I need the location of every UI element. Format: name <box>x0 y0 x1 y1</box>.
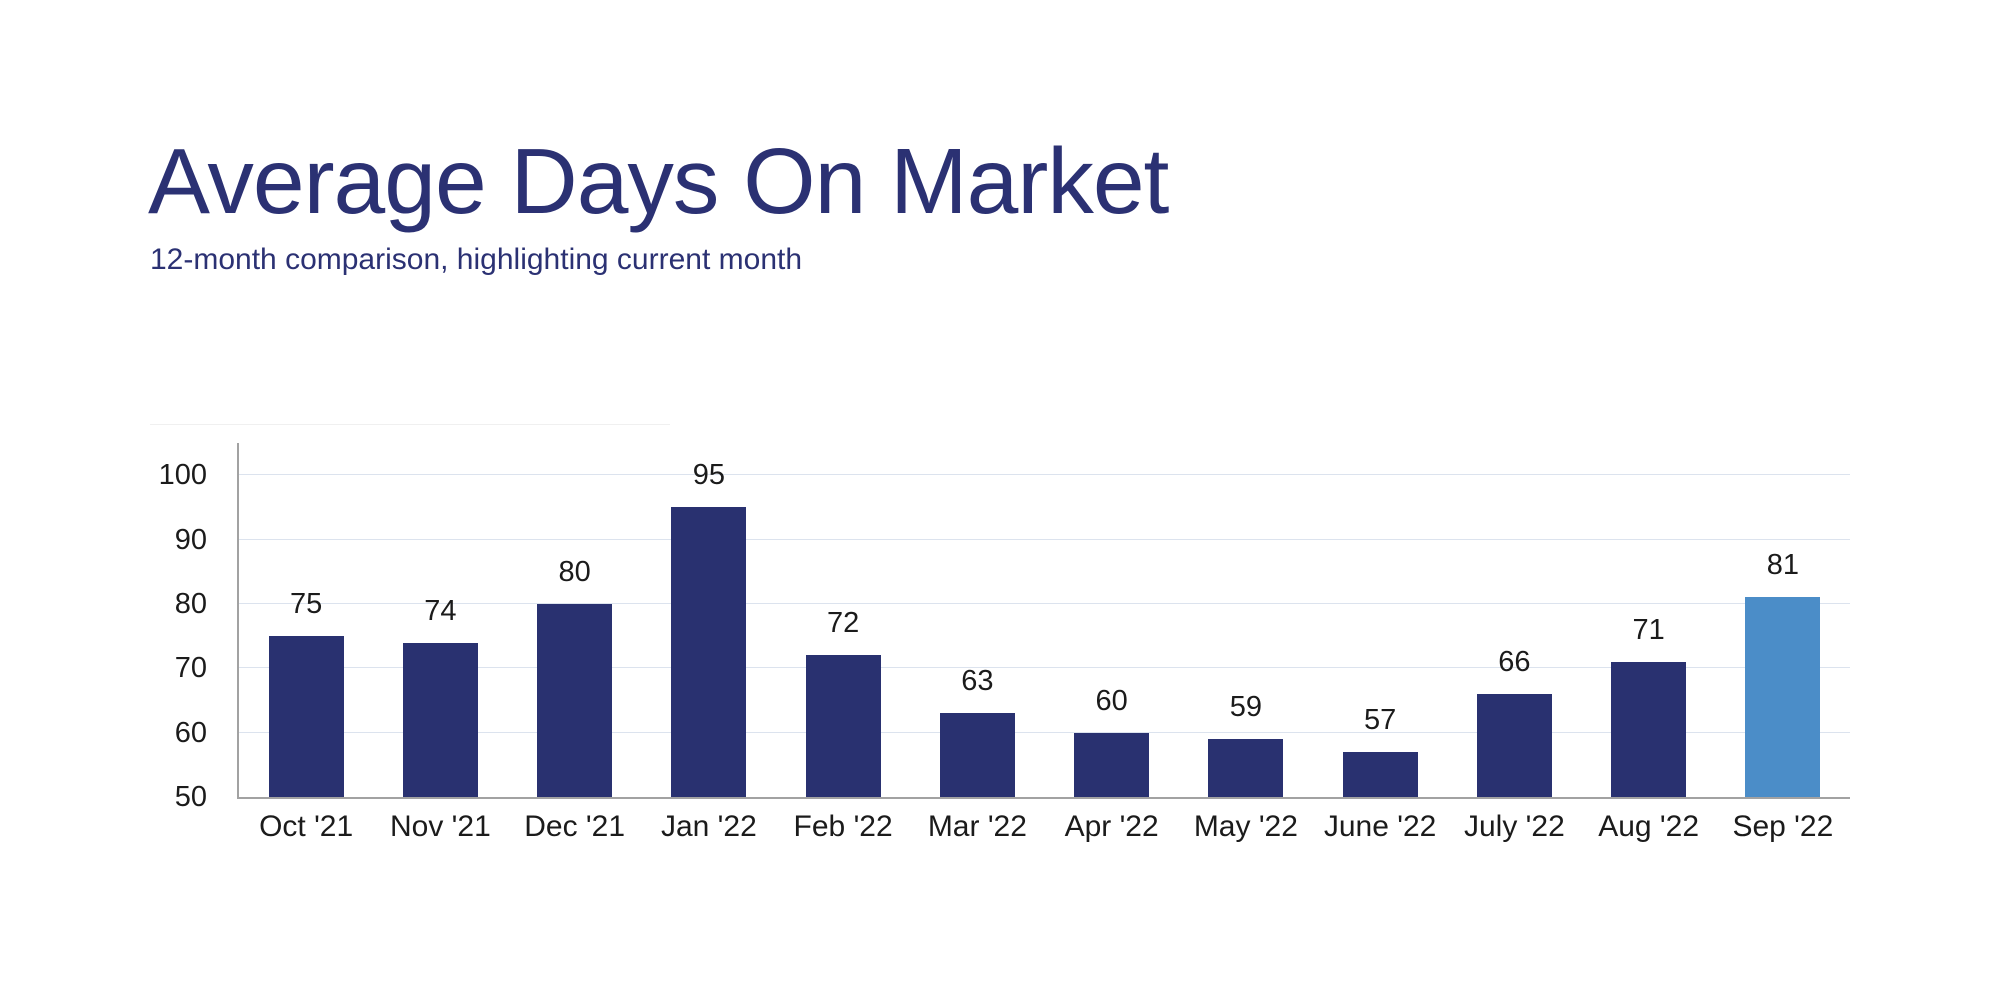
bar-value-label: 95 <box>692 459 725 492</box>
bar <box>1745 597 1821 797</box>
bar-value-label: 60 <box>1095 684 1128 717</box>
x-category-label: Jan '22 <box>660 810 757 843</box>
bar-value-label: 80 <box>558 555 591 588</box>
bar <box>1208 739 1284 797</box>
y-tick-label: 70 <box>174 652 207 685</box>
x-category-label: Nov '21 <box>389 810 491 843</box>
x-category-label: Dec '21 <box>524 810 626 843</box>
bar <box>1476 694 1552 797</box>
bar <box>268 636 344 797</box>
bar-value-label: 63 <box>961 665 994 698</box>
bar <box>537 603 613 797</box>
bar-value-label: 72 <box>826 607 860 640</box>
page-title: Average Days On Market <box>148 129 1169 233</box>
gridline <box>239 538 1850 540</box>
bar <box>1074 732 1150 797</box>
bar-value-label: 71 <box>1632 613 1665 646</box>
x-category-label: May '22 <box>1193 810 1298 843</box>
x-category-label: Apr '22 <box>1064 810 1159 843</box>
y-tick-label: 80 <box>174 587 207 620</box>
bar-value-label: 66 <box>1498 646 1531 679</box>
bar-value-label: 75 <box>289 588 323 621</box>
bar-chart-plot-area: 50 60 70 80 90 100 75 Oct '21 74 Nov '21 80 Dec '21… <box>159 443 1850 843</box>
y-tick-label: 60 <box>174 716 207 749</box>
gridline <box>239 474 1850 476</box>
x-category-label: Sep '22 <box>1732 810 1834 843</box>
bar <box>805 655 881 797</box>
bar <box>402 642 478 797</box>
plot-backdrop-edge <box>150 424 670 425</box>
bar <box>1342 751 1418 797</box>
x-category-label: July '22 <box>1463 810 1565 843</box>
gridline <box>239 667 1850 669</box>
bar <box>671 507 747 797</box>
y-tick-label: 100 <box>158 459 207 492</box>
gridline <box>239 602 1850 604</box>
bar <box>1611 661 1687 797</box>
bar-value-label: 59 <box>1229 691 1262 724</box>
bar-value-label: 57 <box>1363 703 1397 736</box>
page-subtitle: 12-month comparison, highlighting curren… <box>150 243 803 276</box>
x-category-label: June '22 <box>1323 810 1437 843</box>
bar-value-label: 74 <box>424 594 457 627</box>
x-category-label: Oct '21 <box>259 810 354 843</box>
gridline <box>239 731 1850 733</box>
x-category-label: Mar '22 <box>927 810 1027 843</box>
bar <box>939 713 1015 797</box>
y-tick-label: 90 <box>174 523 207 556</box>
bar-value-label: 81 <box>1766 549 1799 582</box>
x-category-label: Aug '22 <box>1598 810 1700 843</box>
y-tick-label: 50 <box>174 781 207 813</box>
x-category-label: Feb '22 <box>793 810 893 843</box>
